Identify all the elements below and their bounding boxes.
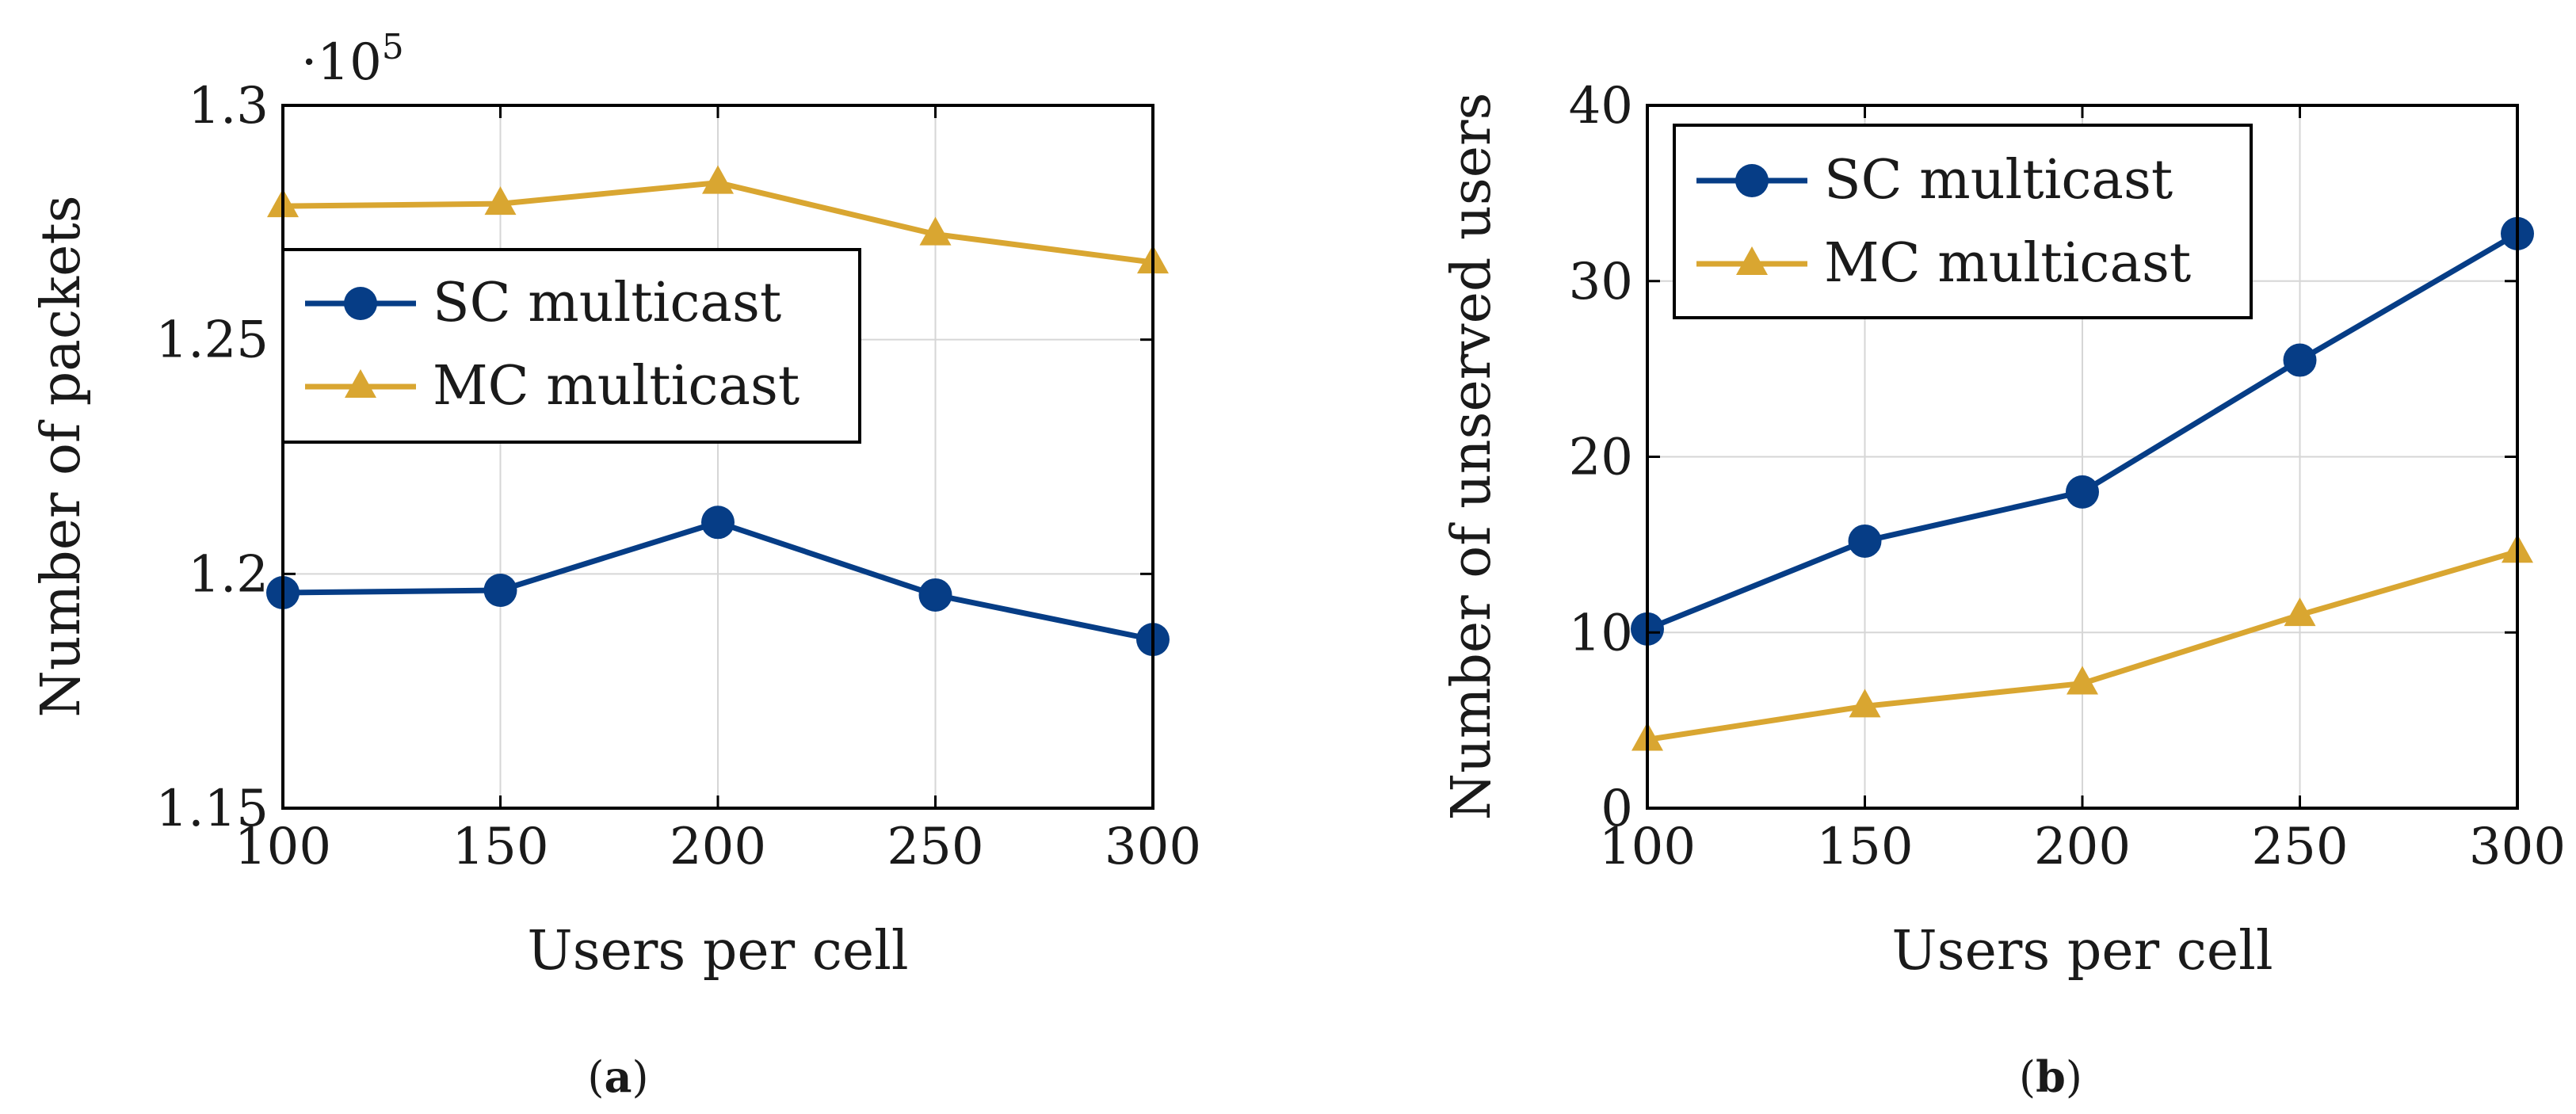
- chart-b-y-tick-label: 40: [1569, 77, 1633, 135]
- chart-a-legend: SC multicast MC multicast: [281, 248, 861, 444]
- chart-b-legend-sc-marker: [1735, 164, 1769, 197]
- chart-b-mc-point-200: [2067, 666, 2098, 695]
- chart-a-y-tick-label: 1.25: [156, 311, 269, 370]
- chart-a-sc-point-250: [918, 578, 952, 612]
- chart-b-legend-mc-label: MC multicast: [1824, 232, 2191, 295]
- chart-b-caption: (b): [2019, 1051, 2082, 1102]
- chart-a-x-tick-label: 150: [452, 818, 548, 876]
- chart-a-x-tick-label: 100: [235, 818, 331, 876]
- chart-b-sc-point-200: [2066, 475, 2099, 509]
- chart-b-sc-point-150: [1848, 524, 1882, 558]
- chart-a: 100 150 200 250 300 1.15 1.2 1.25 1.3 ·105 User…: [30, 27, 1201, 1102]
- chart-b-sc-point-250: [2283, 343, 2317, 377]
- chart-b-x-tick-label: 300: [2469, 818, 2566, 876]
- chart-b: 100 150 200 250 300 0 10 20 30 40 Users per cell…: [1441, 77, 2566, 1102]
- chart-b-legend-sc-label: SC multicast: [1824, 149, 2173, 212]
- chart-b-legend: SC multicast MC multicast: [1673, 124, 2253, 319]
- chart-b-legend-mc-marker: [1736, 246, 1768, 275]
- chart-b-y-tick-label: 10: [1569, 604, 1633, 662]
- chart-a-mc-point-200: [702, 165, 734, 194]
- chart-b-y-tick-label: 20: [1569, 429, 1633, 487]
- chart-b-y-tick-label: 30: [1569, 253, 1633, 311]
- chart-a-caption: (a): [587, 1051, 648, 1102]
- chart-a-y-axis-title: Number of packets: [30, 195, 93, 717]
- chart-a-x-tick-label: 250: [887, 818, 983, 876]
- chart-a-mc-point-250: [919, 216, 952, 246]
- chart-a-y-tick-label: 1.3: [188, 77, 269, 135]
- chart-b-x-tick-label: 150: [1816, 818, 1913, 876]
- chart-a-x-tick-label: 300: [1105, 818, 1201, 876]
- chart-a-x-axis-title: Users per cell: [527, 920, 908, 982]
- chart-a-mc-point-150: [484, 186, 517, 216]
- chart-a-scale-label: ·105: [301, 27, 404, 92]
- chart-a-sc-point-200: [701, 505, 735, 540]
- chart-b-y-tick-label: 0: [1601, 780, 1633, 838]
- chart-a-legend-mc-marker: [345, 369, 376, 398]
- chart-a-y-tick-label: 1.2: [188, 545, 269, 604]
- chart-a-legend-mc-label: MC multicast: [433, 355, 800, 418]
- chart-a-ticks: [281, 104, 1154, 810]
- chart-b-x-tick-labels: 100 150 200 250 300: [1599, 818, 2566, 876]
- chart-a-x-tick-labels: 100 150 200 250 300: [235, 818, 1201, 876]
- chart-b-x-tick-label: 100: [1599, 818, 1696, 876]
- chart-a-y-tick-label: 1.15: [156, 780, 269, 838]
- chart-a-markers: [266, 165, 1170, 657]
- chart-a-legend-box: [281, 248, 861, 444]
- chart-b-y-axis-title: Number of unserved users: [1441, 93, 1503, 821]
- chart-a-legend-sc-marker: [344, 287, 377, 320]
- chart-b-markers: [1631, 216, 2534, 751]
- chart-b-mc-point-250: [2284, 597, 2316, 627]
- chart-b-legend-box: [1673, 124, 2253, 319]
- chart-a-x-tick-label: 200: [670, 818, 766, 876]
- chart-b-x-axis-title: Users per cell: [1891, 920, 2273, 982]
- chart-b-ticks: [1646, 104, 2519, 810]
- chart-a-legend-sc-label: SC multicast: [433, 272, 781, 334]
- chart-a-sc-point-150: [483, 574, 517, 608]
- chart-b-x-tick-label: 250: [2251, 818, 2348, 876]
- chart-b-mc-point-150: [1849, 689, 1881, 718]
- chart-b-x-tick-label: 200: [2034, 818, 2131, 876]
- chart-b-y-tick-labels: 0 10 20 30 40: [1569, 77, 1633, 838]
- chart-a-y-tick-labels: 1.15 1.2 1.25 1.3: [156, 77, 269, 838]
